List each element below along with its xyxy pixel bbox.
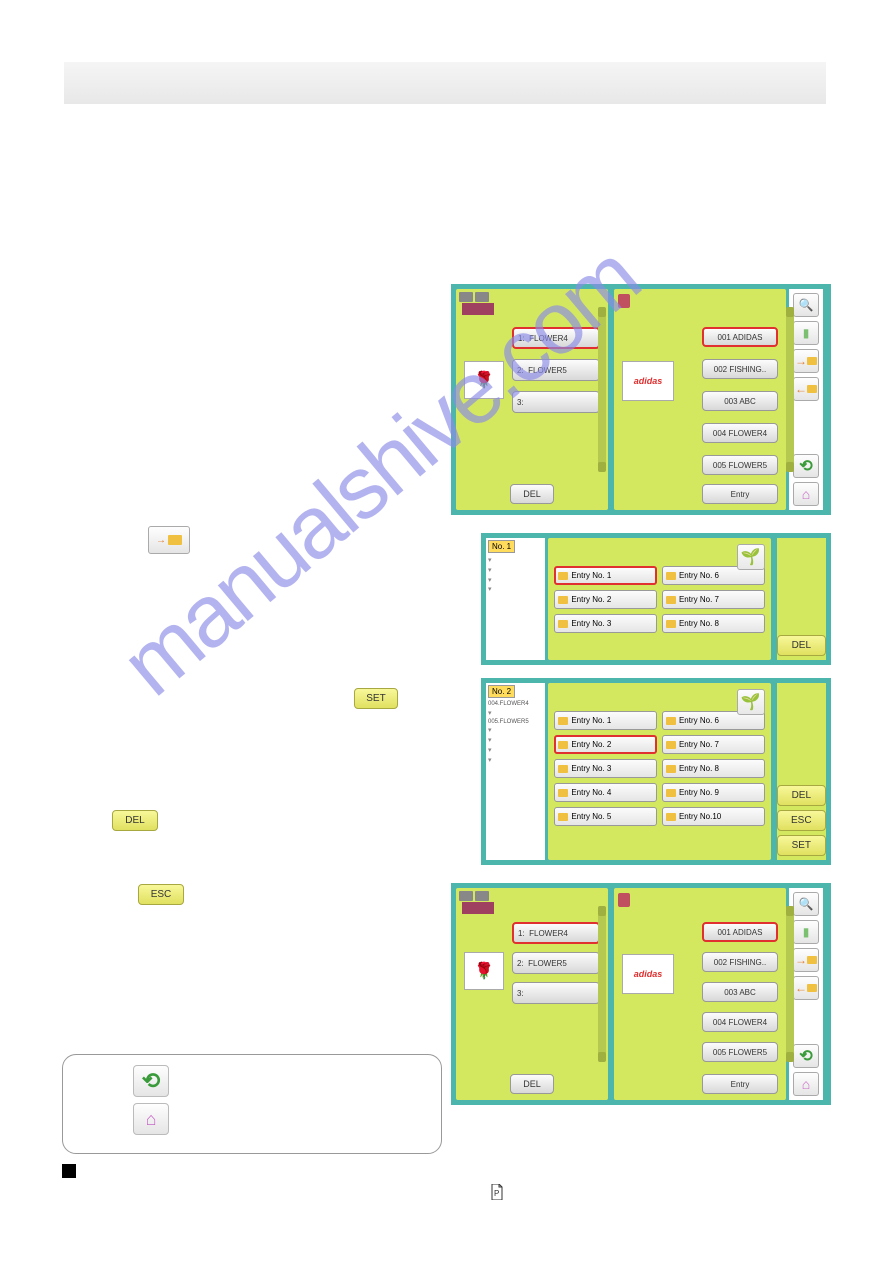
plant-icon[interactable]: 🌱 xyxy=(737,689,765,715)
screenshot-3: No. 2 004.FLOWER4 ▾ 005.FLOWER5 ▾ ▾ ▾ ▾ … xyxy=(481,678,831,865)
ss3-del-button[interactable]: DEL xyxy=(777,785,826,806)
ss3-side-no: No. 2 xyxy=(488,685,515,698)
zoom-icon[interactable]: 🔍 xyxy=(793,293,819,317)
ss3-folder-10[interactable]: Entry No.10 xyxy=(662,807,765,826)
ss3-folder-7[interactable]: Entry No. 7 xyxy=(662,735,765,754)
ss1-right-item-5[interactable]: 005 FLOWER5 xyxy=(702,455,778,475)
ss1-right-item-3[interactable]: 003 ABC xyxy=(702,391,778,411)
callout-return-button[interactable]: ⟲ xyxy=(133,1065,169,1097)
svg-text:P: P xyxy=(494,1189,499,1198)
ss1-left-item-2[interactable]: 2: FLOWER5 xyxy=(512,359,600,381)
ss1-right-item-4[interactable]: 004 FLOWER4 xyxy=(702,423,778,443)
black-square-marker xyxy=(62,1164,76,1178)
ss2-folder-2[interactable]: Entry No. 2 xyxy=(554,590,657,609)
ss1-left-preview xyxy=(464,361,504,399)
ss3-side-item-1: 004.FLOWER4 xyxy=(488,701,543,709)
ss1-right-panel: 001 ADIDAS 002 FISHING.. 003 ABC 004 FLO… xyxy=(614,289,786,510)
ss3-folder-panel: 🌱 Entry No. 1 Entry No. 6 Entry No. 2 En… xyxy=(548,683,770,860)
return-icon[interactable]: ⟲ xyxy=(793,454,819,478)
usb-icon[interactable]: ▮ xyxy=(793,920,819,944)
ss4-right-preview: adidas xyxy=(622,954,674,994)
ss1-left-item-1[interactable]: 1: FLOWER4 xyxy=(512,327,600,349)
ss1-right-preview: adidas xyxy=(622,361,674,401)
ss2-folder-7[interactable]: Entry No. 7 xyxy=(662,590,765,609)
ss3-side-list: No. 2 004.FLOWER4 ▾ 005.FLOWER5 ▾ ▾ ▾ ▾ xyxy=(486,683,545,860)
folder-out-icon[interactable]: ← xyxy=(793,976,819,1000)
folder-in-icon[interactable]: → xyxy=(793,948,819,972)
ss4-del-button[interactable]: DEL xyxy=(510,1074,554,1094)
ss2-controls: DEL xyxy=(777,538,826,660)
ss4-right-item-4[interactable]: 004 FLOWER4 xyxy=(702,1012,778,1032)
ss1-sidebar: 🔍 ▮ → ← ⟲ ⌂ xyxy=(789,289,823,510)
home-icon[interactable]: ⌂ xyxy=(793,1072,819,1096)
ss3-controls: DEL ESC SET xyxy=(777,683,826,860)
ss4-left-panel: 1: FLOWER4 2: FLOWER5 3: DEL xyxy=(456,888,608,1100)
header-bar xyxy=(64,62,826,104)
ss1-left-item-3[interactable]: 3: xyxy=(512,391,600,413)
screenshot-4: 1: FLOWER4 2: FLOWER5 3: DEL 001 ADIDAS … xyxy=(451,883,831,1105)
inline-del-button[interactable]: DEL xyxy=(112,810,158,831)
screenshot-2: No. 1 ▾ ▾ ▾ ▾ 🌱 Entry No. 1 Entry No. 6 … xyxy=(481,533,831,665)
plant-icon[interactable]: 🌱 xyxy=(737,544,765,570)
ss2-side-list: No. 1 ▾ ▾ ▾ ▾ xyxy=(486,538,545,660)
ss1-right-item-2[interactable]: 002 FISHING.. xyxy=(702,359,778,379)
ss4-entry-button[interactable]: Entry xyxy=(702,1074,778,1094)
folder-in-icon[interactable]: → xyxy=(793,349,819,373)
ss3-set-button[interactable]: SET xyxy=(777,835,826,856)
ss4-right-item-1[interactable]: 001 ADIDAS xyxy=(702,922,778,942)
callout-home-button[interactable]: ⌂ xyxy=(133,1103,169,1135)
ss4-right-item-3[interactable]: 003 ABC xyxy=(702,982,778,1002)
ss3-folder-5[interactable]: Entry No. 5 xyxy=(554,807,657,826)
ss4-left-item-1[interactable]: 1: FLOWER4 xyxy=(512,922,600,944)
ss3-folder-8[interactable]: Entry No. 8 xyxy=(662,759,765,778)
folder-out-icon[interactable]: ← xyxy=(793,377,819,401)
ss3-folder-4[interactable]: Entry No. 4 xyxy=(554,783,657,802)
ss1-del-button[interactable]: DEL xyxy=(510,484,554,504)
ss4-left-preview xyxy=(464,952,504,990)
home-icon[interactable]: ⌂ xyxy=(793,482,819,506)
ss2-side-no: No. 1 xyxy=(488,540,515,553)
ss4-sidebar: 🔍 ▮ → ← ⟲ ⌂ xyxy=(789,888,823,1100)
ss4-right-item-5[interactable]: 005 FLOWER5 xyxy=(702,1042,778,1062)
ss2-folder-3[interactable]: Entry No. 3 xyxy=(554,614,657,633)
ss4-left-item-2[interactable]: 2: FLOWER5 xyxy=(512,952,600,974)
return-icon[interactable]: ⟲ xyxy=(793,1044,819,1068)
ss1-left-panel: 1: FLOWER4 2: FLOWER5 3: DEL xyxy=(456,289,608,510)
inline-folder-button[interactable]: → xyxy=(148,526,190,554)
inline-set-button[interactable]: SET xyxy=(354,688,398,709)
ss4-right-panel: 001 ADIDAS 002 FISHING.. 003 ABC 004 FLO… xyxy=(614,888,786,1100)
ss2-folder-8[interactable]: Entry No. 8 xyxy=(662,614,765,633)
inline-esc-button[interactable]: ESC xyxy=(138,884,184,905)
callout-box: ⟲ ⌂ xyxy=(62,1054,442,1154)
ss3-folder-3[interactable]: Entry No. 3 xyxy=(554,759,657,778)
ss3-folder-1[interactable]: Entry No. 1 xyxy=(554,711,657,730)
ss3-folder-9[interactable]: Entry No. 9 xyxy=(662,783,765,802)
ss2-folder-panel: 🌱 Entry No. 1 Entry No. 6 Entry No. 2 En… xyxy=(548,538,770,660)
ss3-esc-button[interactable]: ESC xyxy=(777,810,826,831)
ss4-left-item-3[interactable]: 3: xyxy=(512,982,600,1004)
zoom-icon[interactable]: 🔍 xyxy=(793,892,819,916)
ss4-right-item-2[interactable]: 002 FISHING.. xyxy=(702,952,778,972)
ss2-del-button[interactable]: DEL xyxy=(777,635,826,656)
screenshot-1: 1: FLOWER4 2: FLOWER5 3: DEL 001 ADIDAS … xyxy=(451,284,831,515)
ss3-folder-2[interactable]: Entry No. 2 xyxy=(554,735,657,754)
ss2-folder-1[interactable]: Entry No. 1 xyxy=(554,566,657,585)
footer-page-icon: P xyxy=(490,1184,504,1203)
usb-icon[interactable]: ▮ xyxy=(793,321,819,345)
ss1-right-item-1[interactable]: 001 ADIDAS xyxy=(702,327,778,347)
ss1-entry-button[interactable]: Entry xyxy=(702,484,778,504)
ss3-side-item-2: 005.FLOWER5 xyxy=(488,719,543,727)
